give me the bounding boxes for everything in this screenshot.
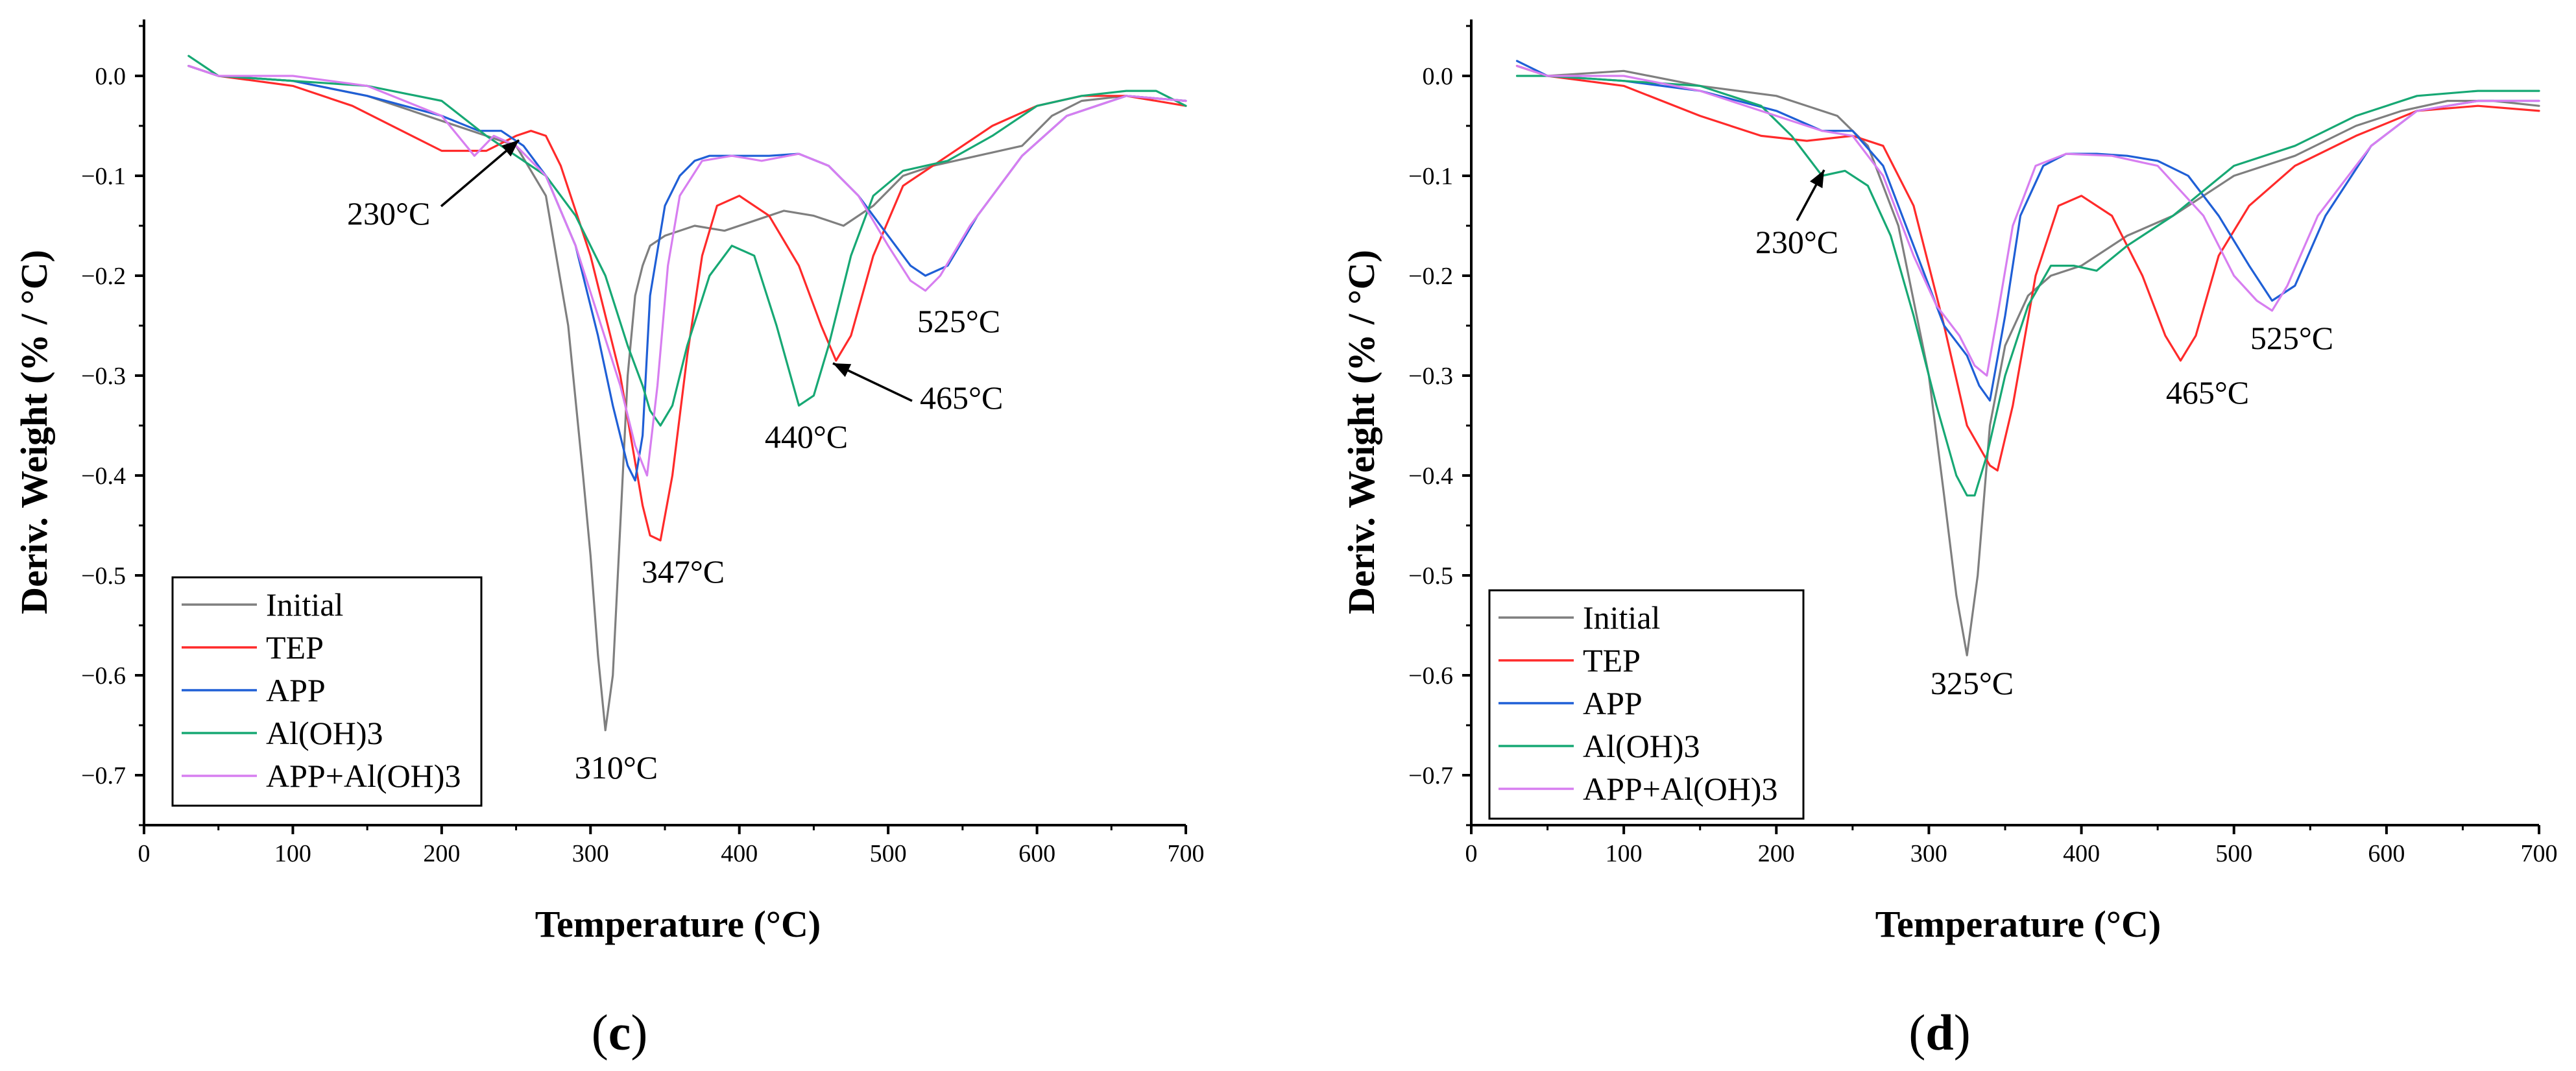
annotation-label: 525°C xyxy=(917,303,1000,339)
x-tick-label: 300 xyxy=(572,840,609,867)
series-line-initial xyxy=(1515,64,2540,656)
legend-label: Al(OH)3 xyxy=(1583,728,1700,764)
x-tick-label: 400 xyxy=(721,840,758,867)
annotation-arrow xyxy=(440,139,520,208)
y-tick-label: 0.0 xyxy=(95,63,126,90)
series-line-app xyxy=(1515,60,2540,402)
legend-label: APP xyxy=(1583,685,1643,721)
legend-label: Initial xyxy=(1583,599,1660,636)
series-line-app xyxy=(187,64,1187,482)
y-tick-label: −0.4 xyxy=(1408,463,1453,490)
legend-label: Initial xyxy=(266,586,343,623)
x-tick-label: 500 xyxy=(870,840,907,867)
panel-label: (c) xyxy=(592,1004,648,1061)
x-tick-label: 700 xyxy=(2521,840,2558,867)
x-tick-label: 100 xyxy=(1606,840,1643,867)
x-tick-label: 0 xyxy=(138,840,150,867)
y-tick-label: −0.2 xyxy=(1408,263,1453,290)
annotation-label: 325°C xyxy=(1931,665,2014,701)
x-tick-label: 700 xyxy=(1168,840,1205,867)
legend-box xyxy=(1488,589,1805,820)
x-tick-label: 600 xyxy=(2368,840,2405,867)
y-tick-label: −0.1 xyxy=(81,163,126,190)
annotation-arrowhead xyxy=(833,363,852,378)
x-tick-label: 500 xyxy=(2215,840,2252,867)
annotation-label: 465°C xyxy=(920,379,1003,416)
x-tick-label: 200 xyxy=(423,840,460,867)
series-line-app-al-oh-3 xyxy=(1515,64,2540,377)
legend-label: APP+Al(OH)3 xyxy=(1583,771,1777,807)
x-tick-label: 600 xyxy=(1018,840,1055,867)
y-tick-label: −0.6 xyxy=(1408,662,1453,690)
series-line-tep xyxy=(187,64,1187,542)
annotation-label: 310°C xyxy=(575,749,658,786)
panel-d: 0 100 200 300 400 500 600 700 0.0 −0.1 −0.2 −0.3 −0.… xyxy=(1340,19,2558,1061)
y-tick-label: −0.7 xyxy=(1408,762,1453,789)
x-tick-label: 100 xyxy=(274,840,311,867)
legend-label: APP xyxy=(266,672,326,708)
annotation-label: 525°C xyxy=(2250,320,2333,356)
legend-label: TEP xyxy=(1583,642,1641,679)
panel-c: 0 100 200 300 400 500 600 700 0.0 −0.1 −0.2 −0.3 −0.… xyxy=(13,19,1205,1061)
y-tick-label: −0.4 xyxy=(81,463,126,490)
y-tick-label: −0.5 xyxy=(1408,562,1453,590)
annotation-label: 440°C xyxy=(765,418,848,455)
y-tick-label: −0.1 xyxy=(1408,163,1453,190)
legend: Initial TEP APP Al(OH)3 APP+Al(OH)3 xyxy=(1488,589,1805,820)
y-tick-label: 0.0 xyxy=(1423,63,1454,90)
series-line-al-oh-3 xyxy=(187,54,1187,427)
x-axis-title: Temperature (°C) xyxy=(535,903,821,945)
y-axis-title: Deriv. Weight (% / °C) xyxy=(1340,250,1382,614)
y-tick-label: −0.3 xyxy=(1408,363,1453,390)
annotation-arrowhead xyxy=(1809,170,1824,189)
annotation-label: 230°C xyxy=(347,195,430,232)
legend-label: Al(OH)3 xyxy=(266,715,383,751)
y-tick-label: −0.2 xyxy=(81,263,126,290)
x-tick-label: 400 xyxy=(2063,840,2100,867)
y-tick-label: −0.3 xyxy=(81,363,126,390)
panel-label: (d) xyxy=(1908,1004,1970,1061)
y-tick-label: −0.6 xyxy=(81,662,126,690)
annotation-label: 347°C xyxy=(642,553,725,590)
series-line-app-al-oh-3 xyxy=(187,64,1187,477)
y-axis-title: Deriv. Weight (% / °C) xyxy=(13,250,55,614)
x-tick-label: 0 xyxy=(1465,840,1478,867)
legend-label: APP+Al(OH)3 xyxy=(266,758,461,794)
legend: Initial TEP APP Al(OH)3 APP+Al(OH)3 xyxy=(171,576,483,807)
annotation-arrowhead xyxy=(501,140,519,157)
x-axis-title: Temperature (°C) xyxy=(1875,903,2161,945)
x-tick-label: 300 xyxy=(1910,840,1947,867)
x-tick-label: 200 xyxy=(1758,840,1795,867)
annotation-label: 230°C xyxy=(1755,224,1838,260)
series-line-tep xyxy=(1515,64,2540,472)
annotation-label: 465°C xyxy=(2166,374,2249,411)
y-tick-label: −0.7 xyxy=(81,762,126,789)
y-tick-label: −0.5 xyxy=(81,562,126,590)
legend-box xyxy=(171,576,483,807)
legend-label: TEP xyxy=(266,629,324,666)
series-line-al-oh-3 xyxy=(1515,75,2540,497)
